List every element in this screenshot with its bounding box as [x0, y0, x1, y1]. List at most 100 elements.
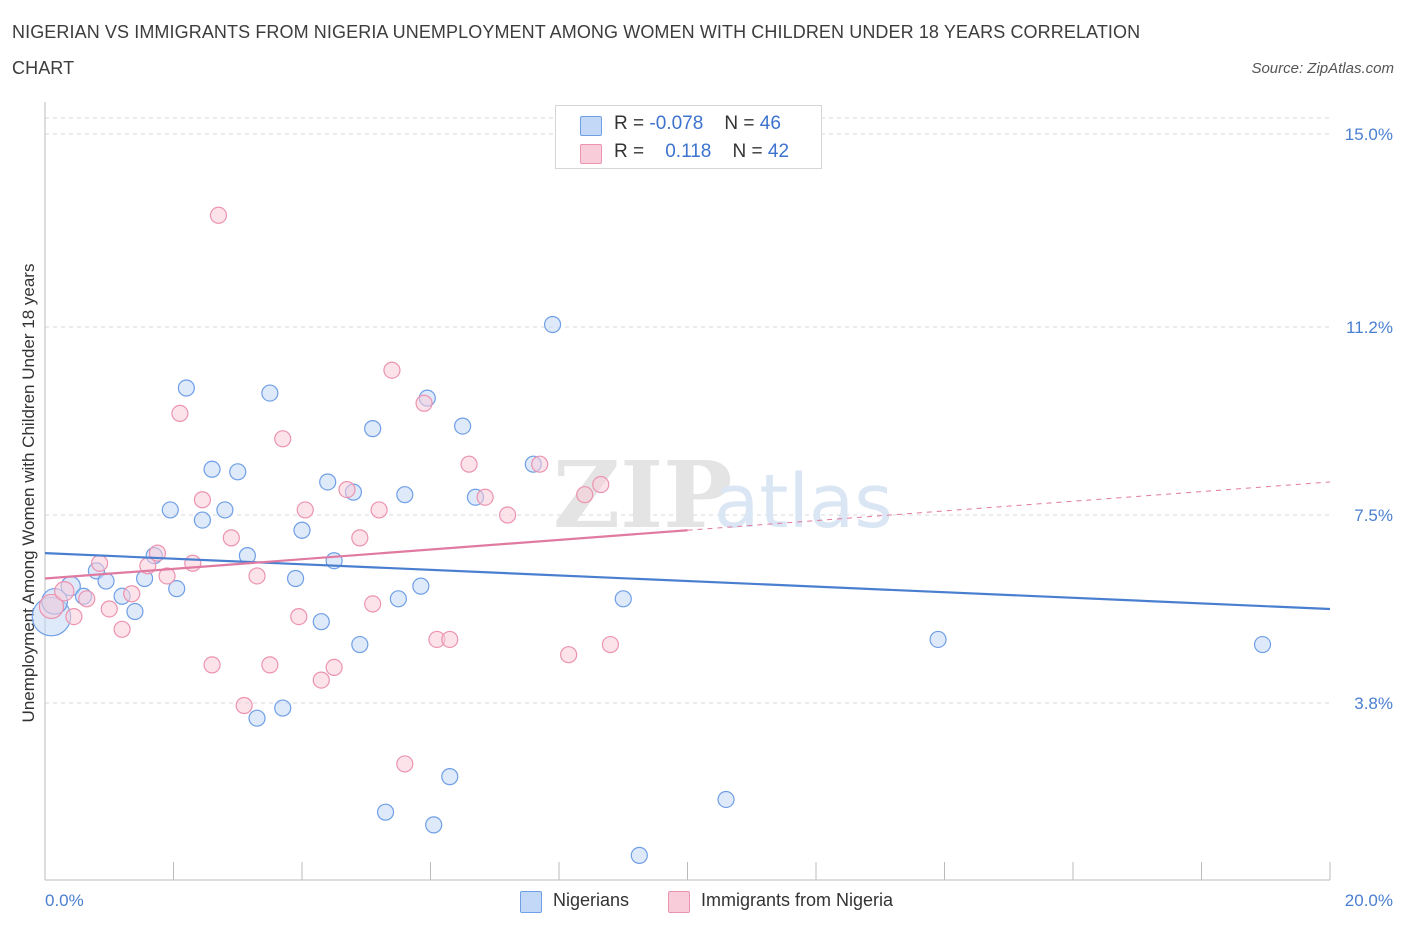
- point-immigrants-17: [235, 696, 253, 715]
- point-nigerians-11: [168, 580, 186, 598]
- point-nigerians-19: [261, 384, 279, 402]
- point-nigerians-10: [161, 501, 179, 519]
- point-nigerians-45: [1253, 635, 1272, 654]
- point-nigerians-30: [389, 590, 407, 608]
- r-value: 0.118: [665, 141, 712, 162]
- legend-swatch-nigerians: [580, 116, 602, 136]
- stats-legend: R = -0.078 N = 46 R = 0.118 N = 42: [555, 105, 822, 169]
- point-immigrants-41: [601, 635, 620, 654]
- point-immigrants-0: [38, 593, 65, 620]
- trend-line-immigrants: [44, 529, 688, 580]
- legend-swatch-immigrants: [580, 144, 602, 164]
- point-immigrants-28: [370, 501, 388, 519]
- point-immigrants-13: [193, 491, 212, 509]
- watermark-atlas: atlas: [714, 459, 893, 545]
- point-immigrants-37: [531, 455, 549, 473]
- point-immigrants-27: [364, 595, 382, 613]
- trend-line-nigerians: [44, 552, 1331, 611]
- n-value: 46: [759, 113, 781, 134]
- point-immigrants-35: [476, 488, 494, 506]
- point-immigrants-4: [91, 554, 109, 572]
- point-immigrants-10: [158, 567, 176, 585]
- point-nigerians-12: [177, 379, 195, 397]
- point-nigerians-7: [126, 602, 144, 621]
- trend-line-immigrants-dashed: [687, 481, 1331, 531]
- point-immigrants-16: [222, 529, 240, 547]
- point-nigerians-27: [351, 635, 369, 654]
- point-immigrants-26: [351, 529, 369, 547]
- point-nigerians-32: [412, 577, 430, 595]
- legend-r-label: R = 0.118 N = 42: [614, 141, 789, 163]
- point-nigerians-21: [286, 569, 305, 588]
- point-immigrants-2: [65, 607, 83, 626]
- series-label-nigerians: Nigerians: [553, 890, 630, 910]
- point-nigerians-14: [203, 460, 221, 478]
- point-nigerians-43: [717, 790, 735, 809]
- point-immigrants-1: [54, 581, 75, 602]
- point-nigerians-34: [425, 816, 443, 834]
- point-nigerians-36: [454, 417, 472, 435]
- point-immigrants-20: [274, 430, 292, 448]
- point-immigrants-31: [415, 394, 433, 412]
- r-label: R =: [614, 141, 645, 162]
- y-tick-label-0: 3.8%: [1354, 694, 1393, 713]
- point-immigrants-6: [113, 620, 131, 638]
- point-immigrants-22: [296, 501, 314, 519]
- point-nigerians-5: [97, 572, 115, 590]
- watermark: ZIP atlas: [553, 441, 893, 549]
- point-nigerians-28: [364, 420, 382, 438]
- point-nigerians-16: [229, 463, 247, 481]
- gridlines: [45, 117, 1330, 704]
- point-immigrants-33: [441, 630, 459, 649]
- point-immigrants-30: [396, 755, 414, 773]
- point-nigerians-31: [396, 486, 414, 504]
- series-label-immigrants: Immigrants from Nigeria: [701, 890, 894, 910]
- point-immigrants-19: [261, 656, 279, 674]
- point-immigrants-40: [592, 475, 610, 494]
- n-label: N =: [732, 141, 763, 162]
- point-nigerians-29: [376, 803, 395, 821]
- axes: [44, 102, 1331, 881]
- point-immigrants-15: [209, 206, 228, 224]
- trend-lines: [44, 481, 1331, 611]
- point-nigerians-39: [543, 315, 562, 334]
- point-immigrants-25: [338, 481, 356, 499]
- point-nigerians-20: [274, 699, 292, 717]
- point-nigerians-23: [312, 613, 330, 631]
- r-value: -0.078: [649, 113, 704, 134]
- point-immigrants-38: [560, 646, 578, 664]
- point-nigerians-15: [216, 501, 234, 519]
- point-nigerians-24: [319, 473, 337, 491]
- point-immigrants-21: [290, 607, 308, 626]
- point-nigerians-40: [614, 590, 632, 608]
- point-immigrants-11: [171, 404, 189, 422]
- point-nigerians-22: [293, 521, 311, 539]
- source-label: Source: ZipAtlas.com: [1251, 60, 1394, 77]
- point-immigrants-36: [499, 506, 517, 524]
- point-nigerians-41: [630, 846, 648, 864]
- point-nigerians-13: [193, 511, 212, 529]
- point-immigrants-34: [460, 455, 478, 473]
- x-tick-label-min: 0.0%: [45, 891, 84, 910]
- point-immigrants-18: [248, 567, 266, 585]
- y-tick-labels: 3.8% 7.5% 11.2% 15.0%: [1345, 125, 1393, 713]
- point-immigrants-7: [123, 585, 141, 603]
- y-tick-label-2: 11.2%: [1346, 318, 1393, 337]
- point-nigerians-44: [929, 630, 947, 649]
- chart-title: NIGERIAN VS IMMIGRANTS FROM NIGERIA UNEM…: [12, 22, 1141, 78]
- point-nigerians-18: [248, 709, 266, 727]
- point-immigrants-5: [100, 600, 118, 618]
- series-swatch-immigrants: [668, 891, 690, 913]
- point-immigrants-39: [576, 486, 594, 504]
- y-tick-label-3: 15.0%: [1345, 125, 1393, 144]
- series-legend: Nigerians Immigrants from Nigeria: [0, 888, 1406, 916]
- n-label: N =: [724, 113, 755, 134]
- r-label: R =: [614, 113, 645, 134]
- point-immigrants-24: [325, 658, 343, 677]
- point-immigrants-14: [203, 656, 221, 674]
- point-nigerians-35: [441, 768, 459, 786]
- series-swatch-nigerians: [520, 891, 542, 913]
- point-immigrants-23: [312, 671, 330, 689]
- n-value: 42: [767, 141, 790, 162]
